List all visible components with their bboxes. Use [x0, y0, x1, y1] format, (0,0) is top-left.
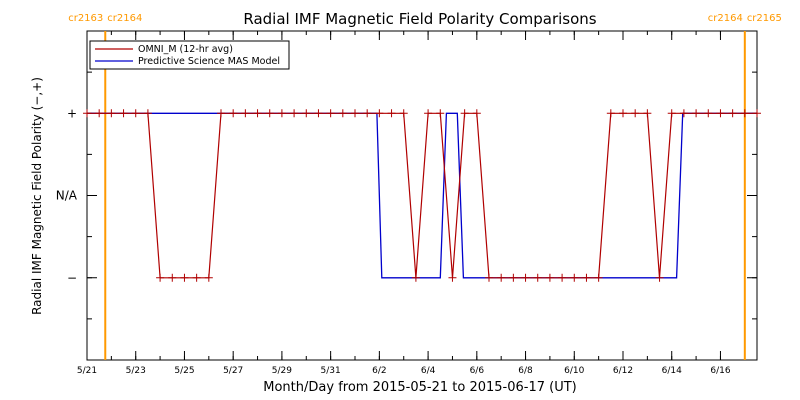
series-omni-line	[87, 112, 757, 279]
x-tick-label: 5/23	[126, 366, 146, 376]
x-tick-label: 5/21	[77, 366, 97, 376]
x-axis-title: Month/Day from 2015-05-21 to 2015-06-17 …	[263, 380, 576, 395]
carrington-label-left: cr2163	[68, 13, 103, 24]
legend-box	[89, 40, 290, 70]
axes-layer: 5/21 5/23 5/25 5/27 5/29 5/31 6/2 6/4 6/6 6/8 6/10…	[56, 30, 757, 376]
y-tick-label: −	[67, 271, 77, 285]
x-tick-label: 6/12	[613, 366, 633, 376]
x-tick-label: 5/25	[174, 366, 194, 376]
x-tick-label: 6/6	[470, 366, 485, 376]
carrington-label-right: cr2165	[747, 13, 782, 24]
carrington-markers: cr2163 cr2164 cr2164 cr2165	[68, 13, 782, 360]
x-tick-label: 6/2	[372, 366, 386, 376]
y-tick-label: N/A	[56, 189, 78, 203]
legend-omni-label: OMNI_M (12-hr avg)	[138, 44, 233, 55]
x-tick-label: 5/31	[321, 366, 341, 376]
y-axis-title: Radial IMF Magnetic Field Polarity (−,+)	[30, 77, 44, 315]
legend-mas-label: Predictive Science MAS Model	[138, 56, 280, 67]
series-mas-line	[87, 112, 757, 279]
x-tick-label: 6/4	[421, 366, 436, 376]
x-tick-label: 6/8	[518, 366, 533, 376]
x-tick-label: 6/16	[710, 366, 730, 376]
carrington-label-right: cr2164	[107, 13, 142, 24]
x-tick-label: 5/29	[272, 366, 292, 376]
y-tick-label: +	[67, 106, 77, 120]
x-tick-label: 6/10	[564, 366, 584, 376]
series-layer	[83, 109, 761, 282]
carrington-label-left: cr2164	[708, 13, 743, 24]
x-tick-label: 6/14	[662, 366, 682, 376]
x-tick-label: 5/27	[223, 366, 243, 376]
chart-title: Radial IMF Magnetic Field Polarity Compa…	[243, 10, 596, 28]
legend: OMNI_M (12-hr avg) Predictive Science MA…	[89, 40, 290, 70]
